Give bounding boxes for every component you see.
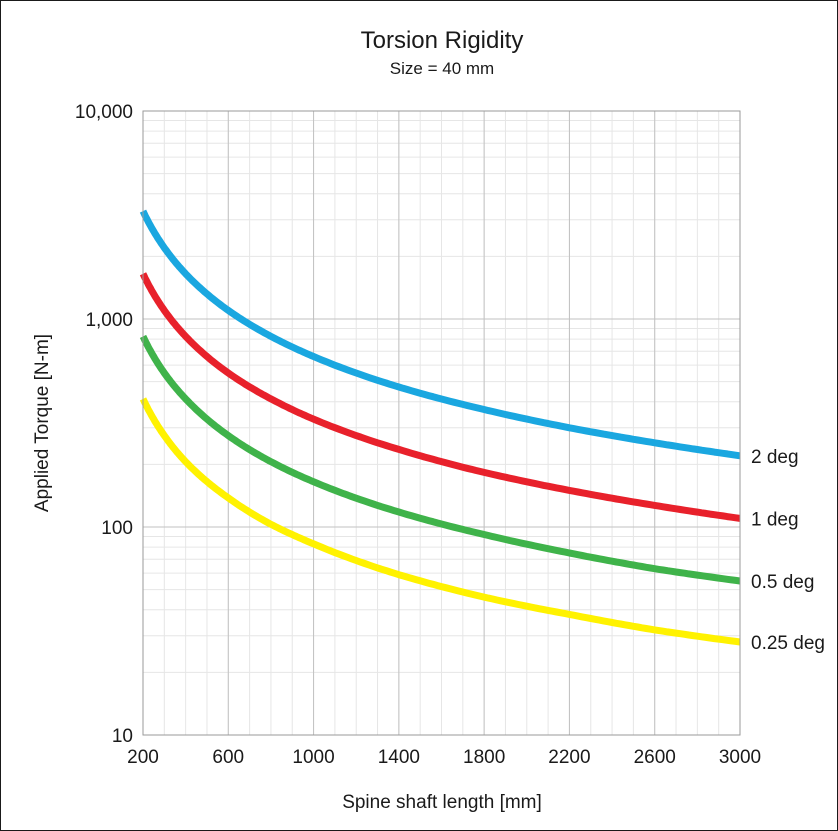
y-tick-label: 100 [101, 518, 133, 539]
series-labels: 2 deg 1 deg 0.5 deg 0.25 deg [751, 447, 825, 654]
series-line [139, 334, 741, 585]
x-tick-label: 200 [127, 747, 159, 768]
x-tick-label: 1800 [463, 747, 505, 768]
y-tick-label: 10 [112, 726, 133, 747]
x-axis-label: Spine shaft length [mm] [342, 792, 542, 813]
series-label: 0.5 deg [751, 572, 814, 593]
chart-title: Torsion Rigidity [361, 27, 524, 54]
plot-border [142, 110, 741, 736]
x-tick-label: 2600 [634, 747, 676, 768]
x-tick-labels: 200 600 1000 1400 1800 2200 2600 3000 [127, 747, 761, 768]
x-tick-label: 1000 [292, 747, 334, 768]
series-label: 0.25 deg [751, 633, 825, 654]
y-tick-label: 1,000 [85, 310, 133, 331]
x-tick-label: 3000 [719, 747, 761, 768]
series-label: 1 deg [751, 509, 799, 530]
x-tick-label: 1400 [378, 747, 420, 768]
series-line [139, 209, 741, 460]
y-tick-label: 10,000 [75, 102, 133, 123]
x-tick-label: 2200 [548, 747, 590, 768]
series-label: 2 deg [751, 447, 799, 468]
series-line [139, 397, 741, 646]
y-axis-label: Applied Torque [N-m] [32, 334, 53, 512]
series-lines [139, 209, 741, 646]
y-tick-labels: 10 100 1,000 10,000 [75, 102, 133, 747]
x-tick-label: 600 [212, 747, 244, 768]
chart-subtitle: Size = 40 mm [390, 59, 494, 78]
series-line [139, 272, 741, 522]
